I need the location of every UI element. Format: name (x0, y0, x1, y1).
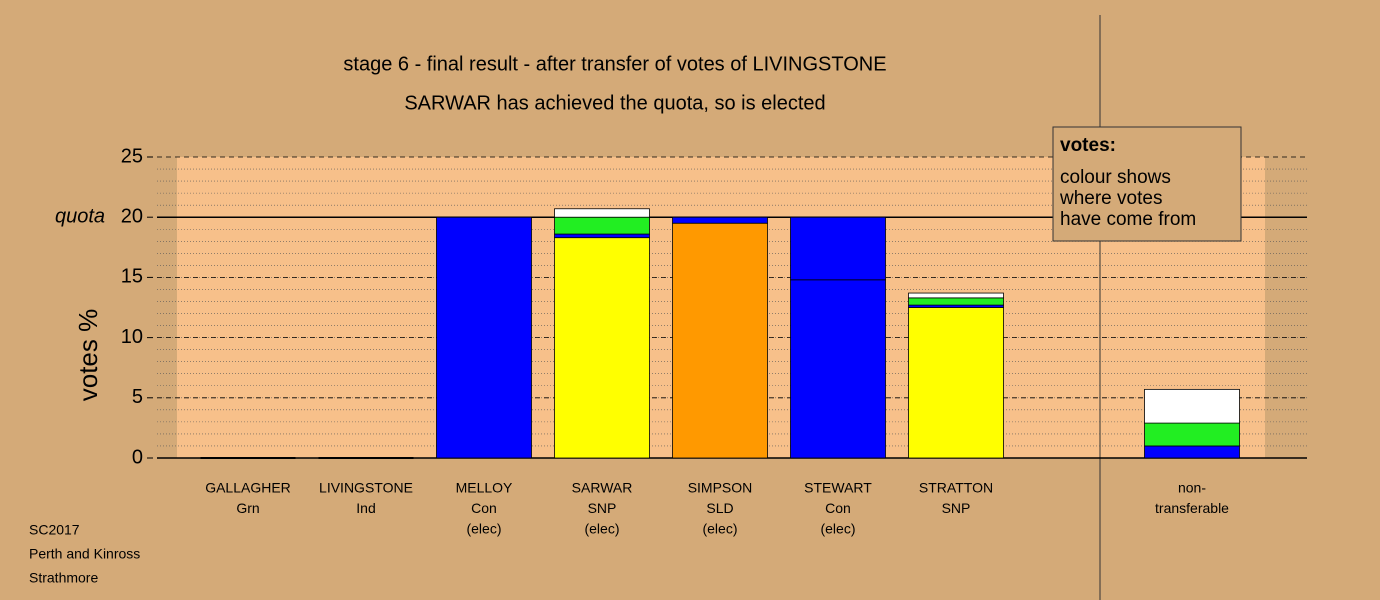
x-tick-label: Con (471, 500, 497, 516)
y-tick-label: 5 (132, 386, 143, 408)
y-tick-label: 25 (121, 145, 143, 167)
legend-text: have come from (1060, 209, 1196, 230)
footer-text: Perth and Kinross (29, 546, 140, 562)
x-tick-label: SIMPSON (688, 480, 753, 496)
footer-text: Strathmore (29, 570, 98, 586)
chart-title: stage 6 - final result - after transfer … (343, 53, 886, 75)
chart-subtitle: SARWAR has achieved the quota, so is ele… (404, 92, 825, 114)
quota-label: quota (55, 205, 105, 227)
legend-title: votes: (1060, 135, 1116, 156)
bar-segment (1144, 445, 1240, 459)
y-tick-label: 20 (121, 205, 143, 227)
x-tick-label: SLD (706, 500, 733, 516)
legend-box (1052, 126, 1242, 242)
x-tick-label: (elec) (702, 521, 737, 537)
bar-segment (1144, 388, 1240, 424)
legend-text: where votes (1059, 188, 1162, 209)
x-tick-label: MELLOY (456, 480, 513, 496)
bar-segment (554, 208, 650, 218)
y-tick-label: 15 (121, 266, 143, 288)
x-tick-label: (elec) (584, 521, 619, 537)
bar-segment (908, 297, 1004, 306)
x-tick-label: transferable (1155, 500, 1229, 516)
bar-segment (1144, 422, 1240, 447)
bar-segment (790, 216, 886, 281)
x-tick-label: STRATTON (919, 480, 993, 496)
y-tick-label: 0 (132, 446, 143, 468)
y-tick-label: 10 (121, 326, 143, 348)
bar-segment (554, 237, 650, 459)
footer-text: SC2017 (29, 522, 80, 538)
bar-segment (908, 307, 1004, 459)
bar-segment (672, 216, 768, 224)
bar-segment (554, 216, 650, 235)
x-tick-label: GALLAGHER (205, 480, 291, 496)
x-tick-label: Ind (356, 500, 375, 516)
x-tick-label: (elec) (466, 521, 501, 537)
x-tick-label: LIVINGSTONE (319, 480, 413, 496)
x-tick-label: (elec) (820, 521, 855, 537)
bar-segment (672, 222, 768, 459)
bar-segment (554, 233, 650, 239)
bar-segment (436, 216, 532, 459)
legend-text: colour shows (1060, 167, 1171, 188)
x-tick-label: Grn (236, 500, 259, 516)
bars: GALLAGHER Grn LIVINGSTONE Ind MELLOY Con (elec… (200, 208, 1240, 537)
bar-segment (908, 292, 1004, 299)
x-tick-label: STEWART (804, 480, 872, 496)
x-tick-label: non- (1178, 480, 1206, 496)
x-tick-label: Con (825, 500, 851, 516)
x-tick-label: SNP (588, 500, 617, 516)
bar-segment (790, 279, 886, 459)
y-axis-label: votes % (73, 309, 103, 402)
x-tick-label: SNP (942, 500, 971, 516)
x-tick-label: SARWAR (572, 480, 633, 496)
